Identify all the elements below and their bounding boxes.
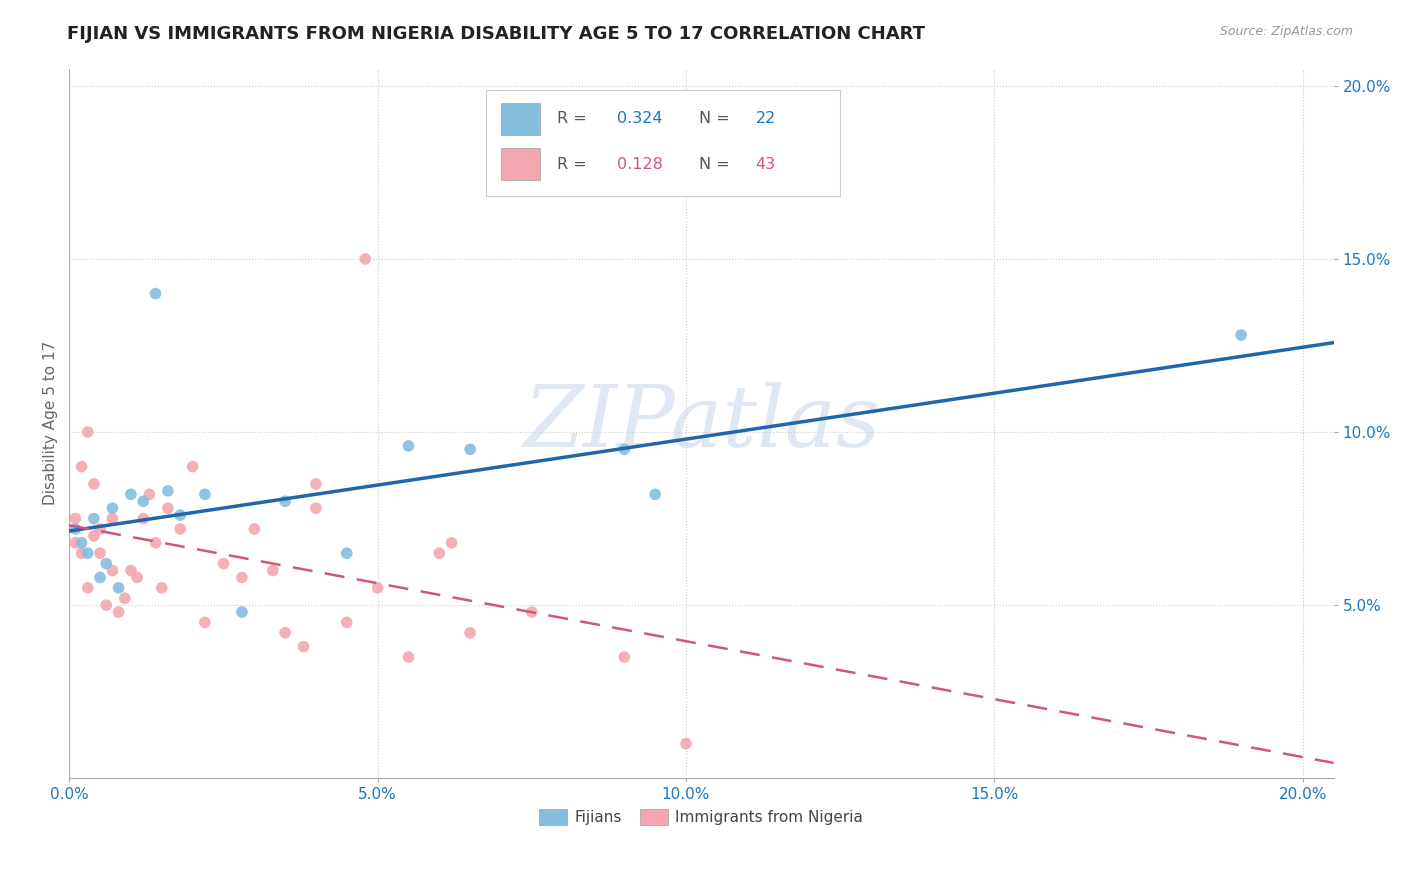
Point <box>89 522 111 536</box>
Point <box>107 581 129 595</box>
Point <box>231 570 253 584</box>
Point <box>169 508 191 522</box>
Point <box>101 511 124 525</box>
Point <box>427 546 450 560</box>
Point <box>70 546 93 560</box>
Text: FIJIAN VS IMMIGRANTS FROM NIGERIA DISABILITY AGE 5 TO 17 CORRELATION CHART: FIJIAN VS IMMIGRANTS FROM NIGERIA DISABI… <box>67 25 925 43</box>
Point <box>231 605 253 619</box>
Point <box>70 536 93 550</box>
Legend: Fijians, Immigrants from Nigeria: Fijians, Immigrants from Nigeria <box>530 800 873 834</box>
Point <box>212 557 235 571</box>
Point <box>96 598 118 612</box>
Point <box>520 605 543 619</box>
Point <box>138 487 160 501</box>
Point <box>101 501 124 516</box>
Point <box>156 501 179 516</box>
Point <box>274 494 297 508</box>
Point <box>83 511 105 525</box>
Point <box>262 564 284 578</box>
Point <box>194 615 217 630</box>
Point <box>107 605 129 619</box>
Point <box>120 564 142 578</box>
Point <box>83 529 105 543</box>
Point <box>145 286 167 301</box>
Point <box>114 591 136 606</box>
Point <box>243 522 266 536</box>
Point <box>76 581 98 595</box>
Point <box>675 737 697 751</box>
Point <box>101 564 124 578</box>
Point <box>398 650 420 665</box>
Point <box>398 439 420 453</box>
Point <box>145 536 167 550</box>
Point <box>367 581 389 595</box>
Point <box>613 650 636 665</box>
Point <box>305 477 328 491</box>
Point <box>65 511 87 525</box>
Point <box>336 546 359 560</box>
Point <box>76 546 98 560</box>
Point <box>89 570 111 584</box>
Point <box>292 640 315 654</box>
Point <box>458 442 481 457</box>
Point <box>305 501 328 516</box>
Point <box>76 425 98 439</box>
Point <box>70 459 93 474</box>
Point <box>83 477 105 491</box>
Point <box>169 522 191 536</box>
Point <box>1230 328 1253 343</box>
Point <box>644 487 666 501</box>
Point <box>336 615 359 630</box>
Point <box>96 557 118 571</box>
Point <box>274 625 297 640</box>
Point <box>613 442 636 457</box>
Point <box>65 536 87 550</box>
Point <box>132 494 155 508</box>
Point <box>181 459 204 474</box>
Y-axis label: Disability Age 5 to 17: Disability Age 5 to 17 <box>44 342 58 506</box>
Point <box>125 570 148 584</box>
Point <box>65 522 87 536</box>
Point <box>132 511 155 525</box>
Point <box>156 483 179 498</box>
Point <box>354 252 377 266</box>
Point <box>89 546 111 560</box>
Point <box>120 487 142 501</box>
Point <box>440 536 463 550</box>
Point <box>194 487 217 501</box>
Text: ZIPatlas: ZIPatlas <box>523 382 880 465</box>
Text: Source: ZipAtlas.com: Source: ZipAtlas.com <box>1219 25 1353 38</box>
Point <box>150 581 173 595</box>
Point <box>458 625 481 640</box>
